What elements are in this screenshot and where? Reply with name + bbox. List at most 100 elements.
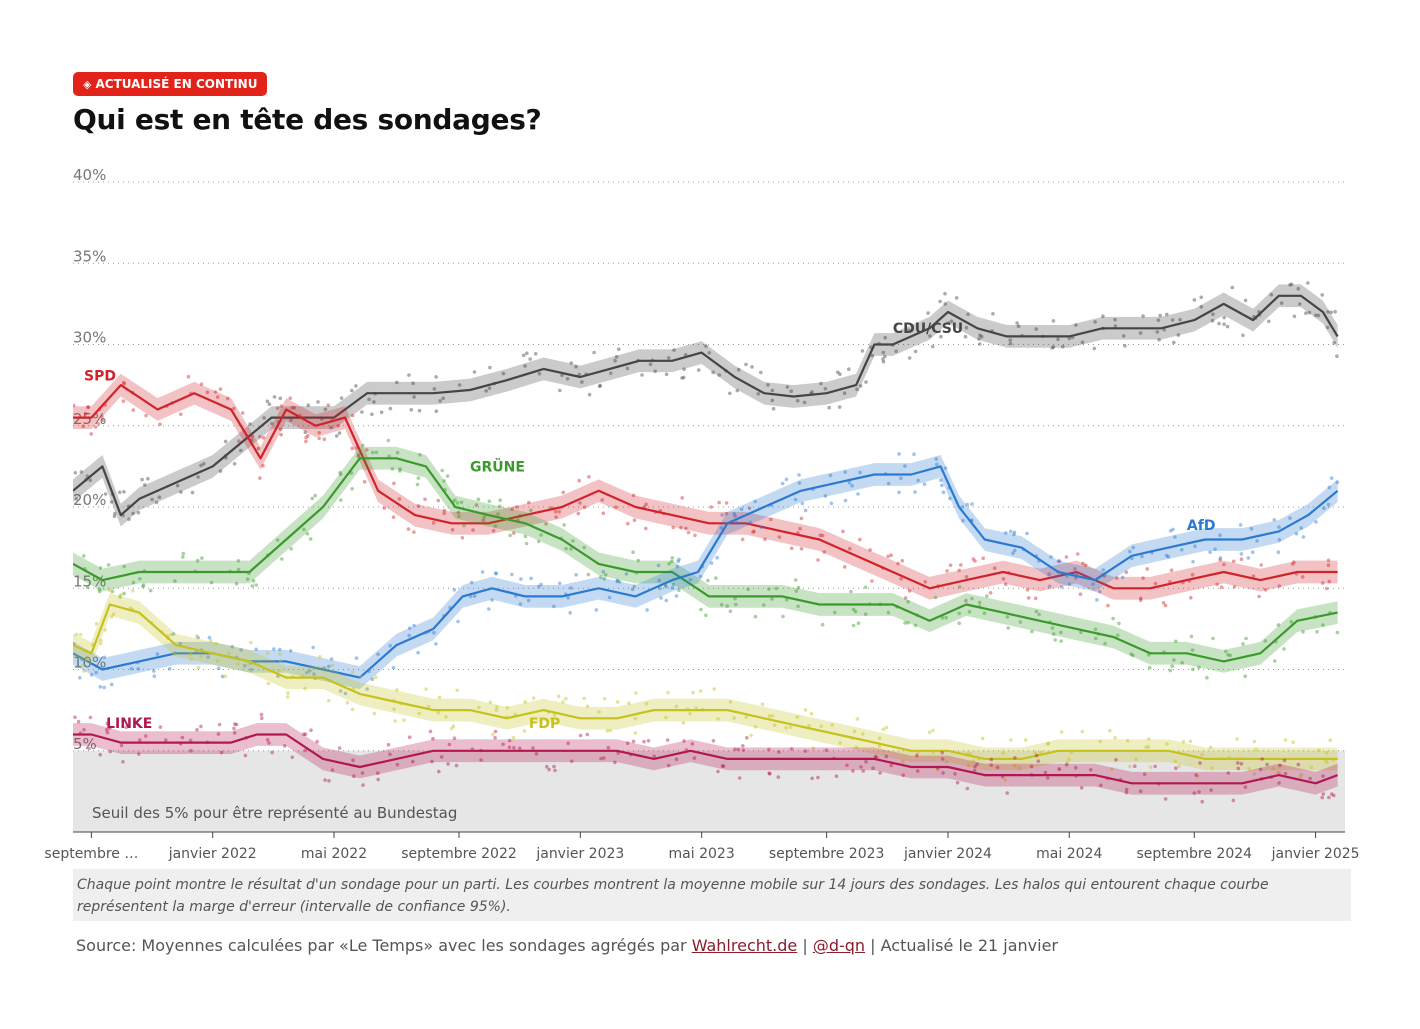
poll-dot	[769, 517, 773, 522]
poll-dot	[1231, 798, 1236, 803]
poll-dot	[398, 467, 402, 471]
poll-dot	[431, 521, 436, 525]
poll-dot	[717, 373, 722, 377]
poll-dot	[1306, 281, 1310, 285]
poll-dot	[624, 572, 629, 576]
poll-dot	[709, 505, 713, 509]
poll-dot	[1283, 738, 1288, 742]
poll-dot	[1292, 314, 1297, 319]
poll-dot	[1325, 586, 1329, 591]
poll-dot	[719, 526, 724, 530]
poll-dot	[601, 511, 606, 516]
poll-dot	[553, 509, 558, 514]
poll-dot	[816, 558, 820, 562]
poll-dot	[86, 405, 91, 410]
poll-dot	[1056, 337, 1060, 342]
poll-dot	[688, 711, 692, 716]
poll-dot	[337, 746, 342, 750]
poll-dot	[88, 715, 93, 720]
poll-dot	[788, 725, 793, 729]
series-spd	[73, 373, 1338, 608]
poll-dot	[310, 496, 315, 501]
poll-dot	[1211, 312, 1215, 317]
poll-dot	[943, 466, 948, 470]
poll-dot	[313, 493, 318, 498]
poll-dot	[1209, 788, 1213, 792]
poll-dot	[1208, 550, 1212, 554]
poll-dot	[388, 406, 393, 411]
poll-dot	[580, 380, 584, 384]
poll-dot	[407, 633, 412, 638]
poll-dot	[560, 373, 564, 378]
poll-dot	[1141, 576, 1145, 580]
poll-dot	[471, 528, 475, 532]
poll-dot	[682, 739, 686, 743]
wahlrecht-link[interactable]: Wahlrecht.de	[691, 936, 798, 955]
poll-dot	[1059, 730, 1064, 734]
poll-dot	[1013, 548, 1017, 553]
poll-dot	[741, 744, 745, 748]
poll-dot	[370, 450, 375, 455]
poll-dot	[944, 615, 948, 620]
poll-dot	[1218, 533, 1222, 537]
poll-dot	[810, 776, 814, 781]
poll-dot	[1026, 596, 1031, 600]
poll-dot	[784, 726, 788, 730]
poll-dot	[577, 478, 581, 483]
poll-dot	[215, 395, 220, 399]
poll-dot	[472, 594, 477, 598]
poll-dot	[625, 366, 630, 371]
poll-dot	[97, 587, 102, 592]
poll-dot	[1155, 330, 1160, 334]
poll-dot	[607, 595, 612, 600]
poll-dot	[795, 715, 800, 719]
poll-dot	[303, 430, 308, 435]
poll-dot	[1093, 320, 1097, 324]
poll-dot	[1328, 738, 1333, 742]
poll-dot	[103, 628, 107, 632]
poll-dot	[356, 454, 361, 459]
poll-dot	[1250, 550, 1255, 554]
poll-dot	[916, 478, 920, 483]
poll-dot	[323, 778, 327, 782]
poll-dot	[549, 717, 554, 721]
poll-dot	[752, 529, 756, 534]
poll-dot	[832, 610, 837, 615]
poll-dot	[759, 370, 763, 375]
poll-dot	[361, 443, 365, 448]
poll-dot	[143, 734, 148, 738]
poll-dot	[753, 499, 757, 504]
live-badge-label: ACTUALISÉ EN CONTINU	[95, 77, 258, 91]
poll-dot	[1034, 753, 1039, 758]
poll-dot	[915, 753, 919, 758]
poll-dot	[630, 587, 635, 592]
poll-dot	[677, 588, 681, 593]
poll-dot	[223, 674, 228, 679]
poll-dot	[350, 670, 355, 674]
poll-dot	[667, 562, 671, 566]
poll-dot	[1174, 639, 1178, 644]
poll-dot	[1192, 298, 1197, 302]
poll-dot	[199, 382, 204, 387]
poll-dot	[1217, 321, 1221, 326]
moving-average-line	[73, 457, 1338, 663]
poll-dot	[329, 657, 334, 661]
poll-dot	[1282, 647, 1286, 651]
author-link[interactable]: @d-qn	[812, 936, 866, 955]
poll-dot	[539, 582, 543, 587]
poll-dot	[847, 481, 852, 485]
poll-dot	[122, 591, 126, 596]
poll-dot	[98, 566, 103, 570]
poll-dot	[922, 482, 927, 487]
poll-dot	[445, 474, 450, 478]
poll-dot	[709, 561, 714, 565]
poll-dot	[798, 526, 802, 531]
poll-dot	[127, 517, 131, 521]
poll-dot	[1075, 552, 1080, 556]
poll-dot	[472, 370, 477, 374]
poll-dot	[100, 414, 104, 419]
poll-dot	[272, 647, 276, 651]
poll-dot	[1140, 554, 1144, 559]
poll-dot	[498, 498, 503, 503]
poll-dot	[432, 630, 436, 635]
